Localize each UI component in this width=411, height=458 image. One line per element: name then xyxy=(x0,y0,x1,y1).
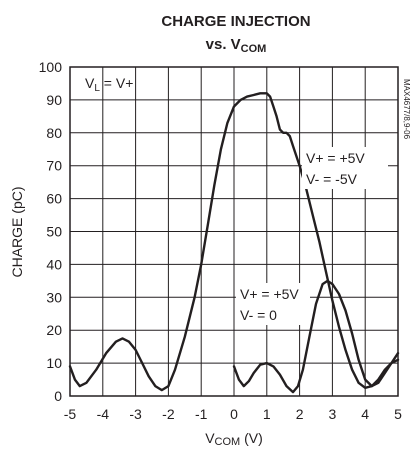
x-tick-label: -4 xyxy=(97,406,110,422)
x-tick-label: 0 xyxy=(230,406,238,422)
x-tick-label: -5 xyxy=(64,406,77,422)
series-a-label-line2: V- = -5V xyxy=(306,171,358,187)
x-tick-label: -1 xyxy=(195,406,208,422)
y-tick-label: 80 xyxy=(46,125,62,141)
x-tick-label: 1 xyxy=(263,406,271,422)
y-tick-label: 40 xyxy=(46,256,62,272)
series-b-label-line1: V+ = +5V xyxy=(240,286,299,302)
x-tick-labels: -5 -4 -3 -2 -1 0 1 2 3 4 5 xyxy=(64,406,402,422)
y-tick-labels: 0 10 20 30 40 50 60 70 80 90 100 xyxy=(39,59,63,404)
chart-title: CHARGE INJECTION xyxy=(161,13,310,30)
x-tick-label: 2 xyxy=(296,406,304,422)
y-tick-label: 60 xyxy=(46,191,62,207)
series-a-label-line1: V+ = +5V xyxy=(306,150,365,166)
y-tick-label: 30 xyxy=(46,289,62,305)
y-tick-label: 70 xyxy=(46,158,62,174)
y-tick-label: 100 xyxy=(39,59,63,75)
y-axis-label: CHARGE (pC) xyxy=(9,186,25,277)
y-tick-label: 10 xyxy=(46,355,62,371)
x-axis-label: VCOM (V) xyxy=(205,430,263,448)
x-tick-label: -3 xyxy=(129,406,142,422)
y-tick-label: 90 xyxy=(46,92,62,108)
chart-subtitle: vs. VCOM xyxy=(206,36,267,55)
x-tick-label: 4 xyxy=(361,406,369,422)
series-b-label-line2: V- = 0 xyxy=(240,307,277,323)
y-tick-label: 0 xyxy=(54,388,62,404)
x-tick-label: -2 xyxy=(162,406,175,422)
figure-code: MAX4677/8,9-06 xyxy=(402,79,411,140)
x-tick-label: 5 xyxy=(394,406,402,422)
x-tick-label: 3 xyxy=(329,406,337,422)
y-tick-label: 20 xyxy=(46,322,62,338)
y-tick-label: 50 xyxy=(46,224,62,240)
condition-label: VL = V+ xyxy=(85,75,133,94)
grid xyxy=(70,67,398,396)
